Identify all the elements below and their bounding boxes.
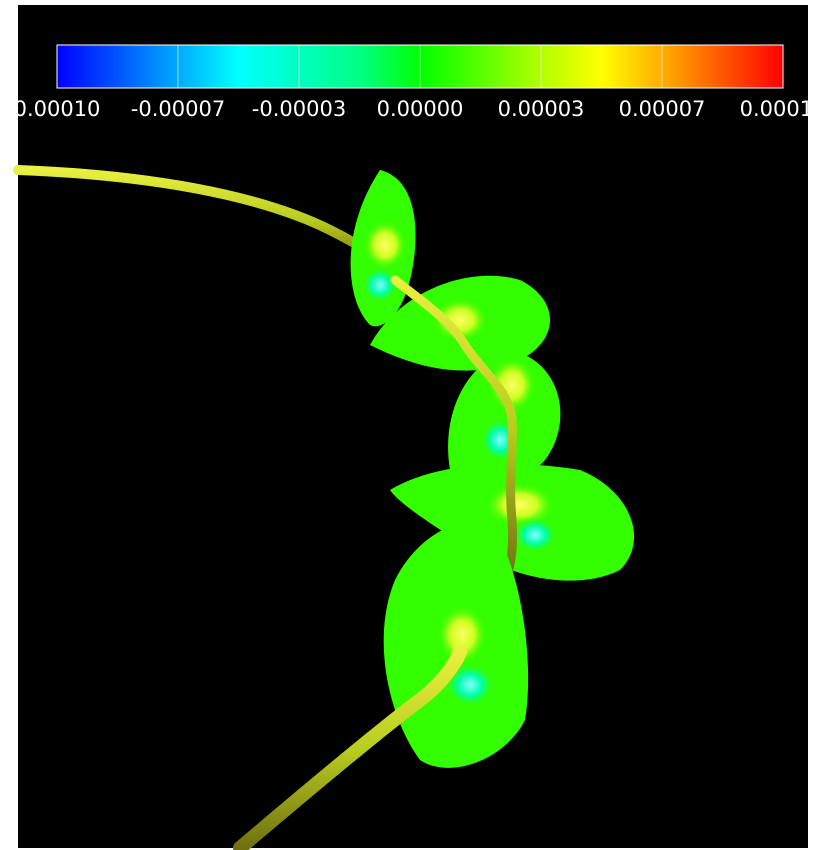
highlight: [513, 517, 557, 553]
visualization: 0.00010 -0.00007 -0.00003 0.00000 0.00003 0.0…: [0, 0, 826, 850]
colorbar-labels: 0.00010 -0.00007 -0.00003 0.00000 0.00003 0.0…: [14, 97, 826, 121]
colorbar-label: 0.00003: [498, 97, 585, 121]
page: {"colorbar": {"labels": ["0.00010", "-0.…: [0, 0, 826, 850]
highlight: [363, 220, 407, 270]
colorbar-label: 0.00000: [377, 97, 464, 121]
highlight: [362, 267, 398, 303]
colorbar-label: 0.00010: [740, 97, 826, 121]
colorbar-label: -0.00003: [252, 97, 346, 121]
colorbar-label: 0.00010: [14, 97, 101, 121]
colorbar-label: 0.00007: [619, 97, 706, 121]
colorbar-label: -0.00007: [131, 97, 225, 121]
